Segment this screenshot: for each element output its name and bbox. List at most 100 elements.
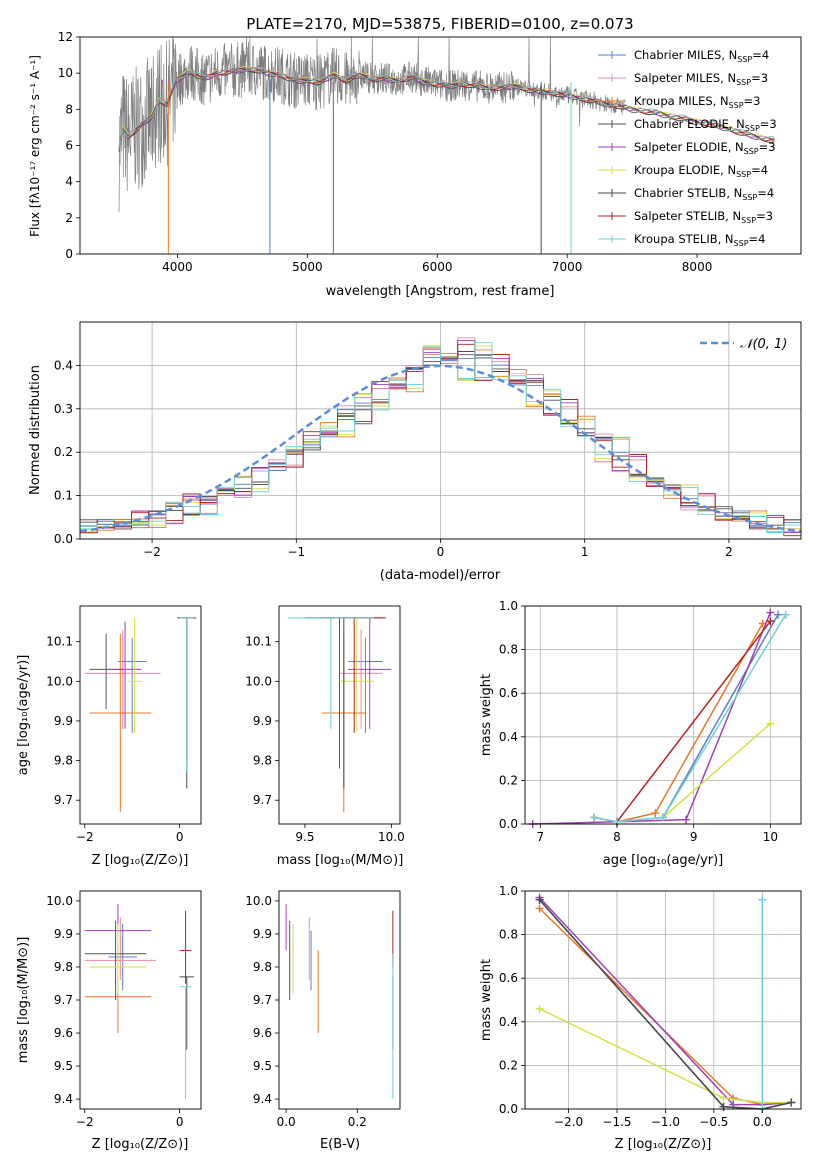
y-tick-label: 2 <box>65 211 73 225</box>
legend-ssp-subscript: SSP <box>734 239 749 248</box>
y-tick-label: 10 <box>58 66 73 80</box>
mass-weight-point <box>651 809 660 818</box>
y-tick-label: 9.9 <box>253 714 272 728</box>
legend-entry: Kroupa ELODIE, NSSP=4 <box>634 163 768 179</box>
legend-ssp-count: =3 <box>759 140 776 154</box>
x-tick-label: 5000 <box>292 260 323 274</box>
mass-weight-point <box>535 1004 544 1013</box>
mass-weight-point <box>535 904 544 913</box>
spectrum-x-label: wavelength [Angstrom, rest frame] <box>326 284 555 299</box>
spectrum-data-layer <box>118 36 775 254</box>
mass-weight-point <box>719 1102 728 1111</box>
legend-normal-label: 𝒩(0, 1) <box>740 337 787 352</box>
x-tick-label: −2.0 <box>554 1115 583 1129</box>
x-tick-label: 9.5 <box>295 830 314 844</box>
legend-library-name: Salpeter STELIB, N <box>634 209 741 223</box>
y-tick-label: 10.0 <box>46 894 73 908</box>
mass-weight-point <box>535 895 544 904</box>
mass-weight-point <box>766 617 775 626</box>
y-tick-label: 0.2 <box>54 445 73 459</box>
x-tick-label: 0 <box>437 545 445 559</box>
legend-ssp-subscript: SSP <box>737 55 752 64</box>
y-tick-label: 9.7 <box>54 793 73 807</box>
y-tick-label: 6 <box>65 139 73 153</box>
mass-weight-point <box>682 815 690 824</box>
legend-entry: Salpeter STELIB, NSSP=3 <box>634 209 773 225</box>
weight-vs-z-panel: −2.0 −1.5 −1.0 −0.5 0.0 0.0 0.2 0.4 0.6 0.8 1.0 Z … <box>479 884 802 1152</box>
legend-ssp-count: =4 <box>751 163 768 177</box>
residuals-legend: 𝒩(0, 1) <box>700 337 787 352</box>
legend-ssp-subscript: SSP <box>742 193 757 202</box>
age-vs-mass-x-label: mass [log₁₀(M/M⊙)] <box>277 853 404 868</box>
y-tick-label: 0.4 <box>499 1015 518 1029</box>
x-tick-label: −1 <box>287 545 305 559</box>
mass-vs-z-x-label: Z [log₁₀(Z/Z⊙)] <box>92 1137 189 1152</box>
y-tick-label: 0.2 <box>499 773 518 787</box>
y-tick-label: 9.4 <box>253 1092 272 1106</box>
residuals-panel: −2 −1 0 1 2 0.0 0.1 0.2 0.3 0.4 (data-model)/erro… <box>28 321 802 583</box>
weight-vs-age-y-label: mass weight <box>479 674 494 756</box>
x-tick-label: 4000 <box>162 260 193 274</box>
y-tick-label: 10.0 <box>245 674 272 688</box>
y-tick-label: 0.1 <box>54 489 73 503</box>
y-tick-label: 0 <box>65 247 73 261</box>
x-tick-label: 1 <box>581 545 589 559</box>
normal-curve <box>79 364 802 533</box>
legend-library-name: Chabrier ELODIE, N <box>634 117 745 131</box>
mass-vs-ebv-axes-frame <box>278 890 401 1110</box>
x-tick-label: 9 <box>690 830 698 844</box>
legend-ssp-subscript: SSP <box>745 124 760 133</box>
y-tick-label: 0.8 <box>499 643 518 657</box>
y-tick-label: 0.6 <box>499 971 518 985</box>
mass-weight-line <box>538 899 792 1110</box>
y-tick-label: 1.0 <box>499 884 518 898</box>
y-tick-label: 9.9 <box>253 927 272 941</box>
y-tick-label: 9.5 <box>253 1059 272 1073</box>
y-tick-label: 10.0 <box>245 894 272 908</box>
age-vs-z-panel: −2 0 9.7 9.8 9.9 10.0 10.1 Z [log₁₀(Z/Z⊙)] age… <box>16 605 202 868</box>
legend-library-name: Chabrier MILES, N <box>634 48 737 62</box>
weight-vs-z-axes-frame <box>524 890 802 1110</box>
weight-vs-z-x-label: Z [log₁₀(Z/Z⊙)] <box>615 1137 712 1152</box>
y-tick-label: 0.4 <box>54 358 73 372</box>
y-tick-label: 9.4 <box>54 1092 73 1106</box>
x-tick-label: 0 <box>176 1115 184 1129</box>
mass-vs-z-y-label: mass [log₁₀(M/M⊙)] <box>16 937 31 1064</box>
y-tick-label: 0.6 <box>499 686 518 700</box>
spectrum-title: PLATE=2170, MJD=53875, FIBERID=0100, z=0… <box>246 15 633 33</box>
mass-vs-ebv-x-label: E(B-V) <box>320 1137 360 1152</box>
spectrum-y-label: Flux [fλ10⁻¹⁷ erg cm⁻² s⁻¹ A⁻¹] <box>28 55 42 237</box>
legend-ssp-count: =4 <box>752 48 769 62</box>
legend-library-name: Kroupa MILES, N <box>634 94 729 108</box>
legend-ssp-subscript: SSP <box>744 147 759 156</box>
y-tick-label: 10.0 <box>46 674 73 688</box>
legend-library-name: Kroupa STELIB, N <box>634 232 734 246</box>
age-vs-z-axes-frame <box>79 605 202 825</box>
x-tick-label: 10.0 <box>378 830 405 844</box>
y-tick-label: 0.8 <box>499 928 518 942</box>
legend-entry: Kroupa MILES, NSSP=3 <box>634 94 760 110</box>
age-vs-mass-data-layer <box>287 617 392 813</box>
mass-weight-line <box>539 1008 792 1104</box>
x-tick-label: 0.2 <box>348 1115 367 1129</box>
weight-vs-age-data-layer <box>528 608 790 828</box>
age-vs-z-data-layer <box>84 617 197 813</box>
weight-vs-age-axes-frame <box>524 605 802 825</box>
x-tick-label: 2 <box>725 545 733 559</box>
legend-library-name: Chabrier STELIB, N <box>634 186 742 200</box>
y-tick-label: 9.7 <box>253 993 272 1007</box>
x-tick-label: 7 <box>537 830 545 844</box>
y-tick-label: 9.8 <box>54 960 73 974</box>
legend-ssp-count: =3 <box>760 117 777 131</box>
y-tick-label: 9.9 <box>54 927 73 941</box>
mass-vs-z-panel: −2 0 9.4 9.5 9.6 9.7 9.8 9.9 10.0 Z [log₁₀(Z/Z⊙)… <box>16 890 202 1152</box>
x-tick-label: 7000 <box>552 260 583 274</box>
x-tick-label: −1.0 <box>651 1115 680 1129</box>
mass-weight-point <box>781 610 790 619</box>
mass-vs-z-data-layer <box>84 904 194 1100</box>
y-tick-label: 9.8 <box>253 754 272 768</box>
residual-histogram-step <box>80 342 801 533</box>
legend-ssp-count: =4 <box>749 232 766 246</box>
mass-weight-point <box>590 813 598 822</box>
